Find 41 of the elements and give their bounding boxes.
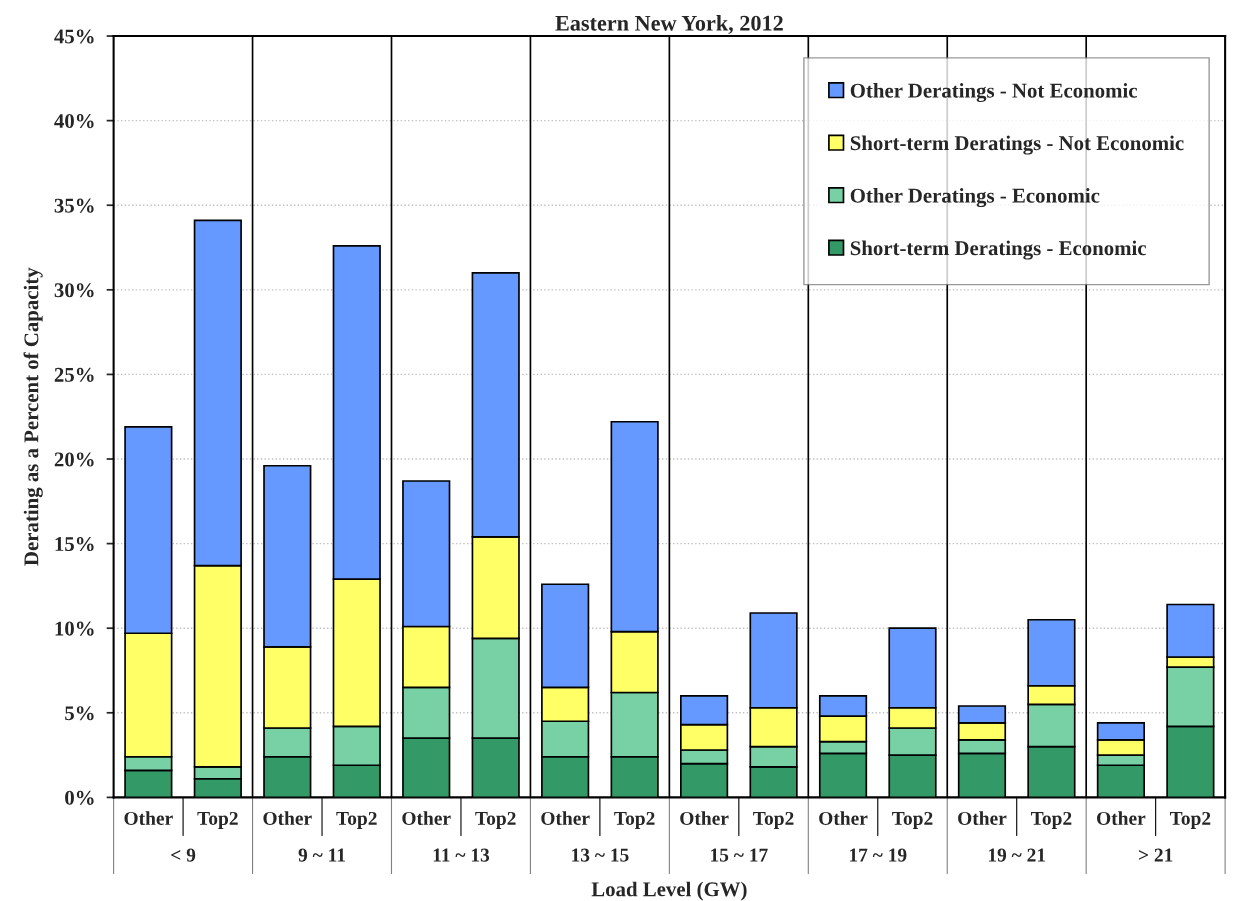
y-tick-label: 15% (55, 536, 94, 552)
y-tick-label: 45% (54, 29, 94, 44)
legend-label: Other Deratings - Economic (850, 188, 1100, 208)
x-tick-label: Top2 (753, 811, 794, 829)
x-tick-label: Other (263, 811, 312, 825)
text: 13 ~ 15 (572, 848, 629, 862)
legend-label: Other Deratings - Not Economic (850, 83, 1137, 103)
text: < 9 (171, 848, 196, 862)
y-tick-label: 25% (54, 367, 94, 382)
x-tick-label: Top2 (614, 811, 655, 829)
text: > 21 (1138, 848, 1173, 862)
y-tick-label: 35% (54, 198, 94, 213)
x-tick-label: Top2 (197, 811, 238, 829)
y-tick-label: 10% (55, 621, 94, 636)
y-tick-label: 30% (54, 283, 94, 298)
x-tick-label: Other (541, 811, 590, 825)
x-tick-label: Other (124, 811, 173, 825)
y-axis-title: Derating as a Percent of Capacity (23, 267, 43, 566)
x-tick-label: Other (1097, 811, 1146, 825)
y-tick-label: 20% (54, 452, 94, 467)
text: 19 ~ 21 (988, 848, 1046, 862)
text: 17 ~ 19 (849, 848, 907, 862)
x-tick-label: Other (819, 811, 868, 825)
x-tick-label: Other (680, 811, 729, 825)
x-tick-label: Other (958, 811, 1007, 825)
text: 9 ~ 11 (298, 848, 345, 862)
y-tick-label: 5% (65, 706, 94, 721)
y-tick-label: 40% (54, 114, 94, 129)
x-tick-label: Top2 (336, 811, 377, 829)
legend-label: Short-term Deratings - Economic (850, 240, 1147, 260)
chart-title: Eastern New York, 2012 (555, 15, 783, 34)
x-axis-title: Load Level (GW) (591, 881, 747, 901)
text: 15 ~ 17 (711, 848, 768, 862)
x-tick-label: Top2 (1169, 811, 1211, 829)
legend-label: Short-term Deratings - Not Economic (850, 135, 1184, 155)
x-tick-label: Top2 (892, 811, 933, 829)
x-tick-label: Other (402, 811, 451, 825)
x-tick-label: Top2 (1031, 811, 1072, 829)
x-tick-label: Top2 (475, 811, 516, 829)
text: 11 ~ 13 (433, 848, 490, 862)
y-tick-label: 0% (65, 790, 94, 805)
